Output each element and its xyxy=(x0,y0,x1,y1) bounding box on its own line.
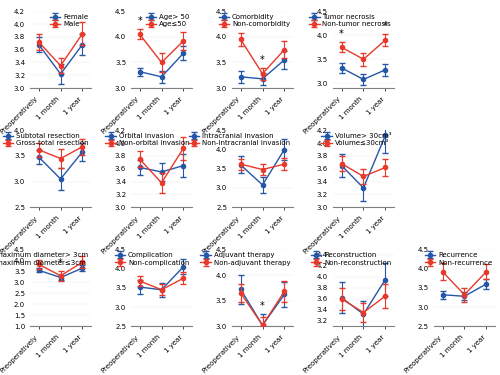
Text: *: * xyxy=(339,29,344,39)
Legend: Subtotal resection, Gross-total resection: Subtotal resection, Gross-total resectio… xyxy=(2,133,88,146)
Legend: Tumor necrosis, Non-tumor necrosis: Tumor necrosis, Non-tumor necrosis xyxy=(309,14,391,27)
Legend: Age> 50, Age≤50: Age> 50, Age≤50 xyxy=(146,14,190,27)
Legend: Reconstruction, Non-reconstruction: Reconstruction, Non-reconstruction xyxy=(310,252,391,266)
Legend: Coronal maximum diameter> 3cm, Coronal maximum diameter≤3cm: Coronal maximum diameter> 3cm, Coronal m… xyxy=(0,252,88,266)
Legend: Volume> 30cm³, Volume≤30cm³: Volume> 30cm³, Volume≤30cm³ xyxy=(322,133,391,146)
Text: *: * xyxy=(260,301,265,311)
Text: *: * xyxy=(383,21,388,31)
Text: *: * xyxy=(58,258,63,268)
Legend: Recurrence, Non-recurrence: Recurrence, Non-recurrence xyxy=(424,252,492,266)
Legend: Complication, Non-complication: Complication, Non-complication xyxy=(114,252,190,266)
Legend: Female, Male: Female, Male xyxy=(50,14,88,27)
Legend: Adjuvant therapy, Non-adjuvant therapy: Adjuvant therapy, Non-adjuvant therapy xyxy=(200,252,290,266)
Text: *: * xyxy=(138,16,142,26)
Text: *: * xyxy=(260,54,265,64)
Legend: Comorbidity, Non-comorbidity: Comorbidity, Non-comorbidity xyxy=(219,14,290,27)
Legend: Orbital invasion, Non-orbital invasion: Orbital invasion, Non-orbital invasion xyxy=(106,133,190,146)
Legend: Intracranial invasion, Non-intracranial invasion: Intracranial invasion, Non-intracranial … xyxy=(189,133,290,146)
